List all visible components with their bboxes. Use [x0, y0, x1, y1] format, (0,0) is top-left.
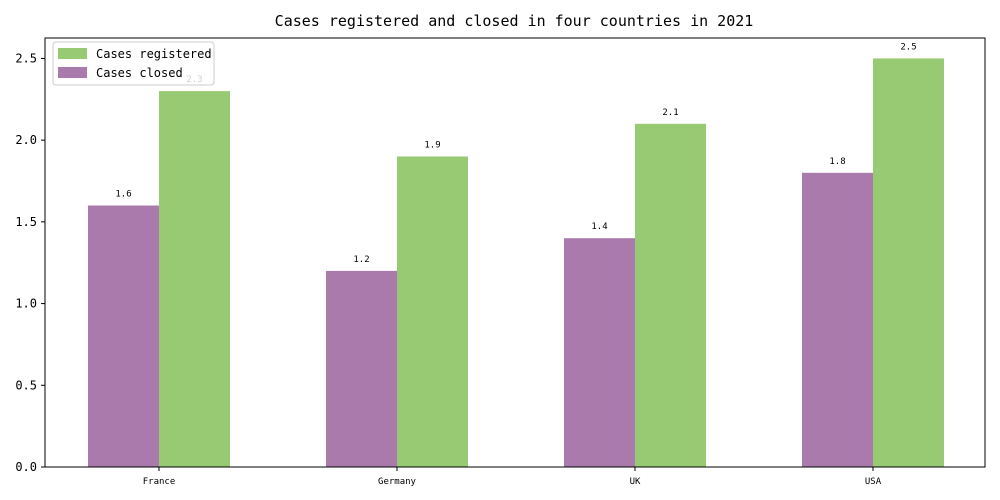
axes: France Germany UK USA 0.0 0.5 1.0 1.5 2.0 2.5 [15, 37, 986, 487]
plot-frame [44, 37, 986, 468]
bar-cases-closed-usa [802, 172, 873, 468]
data-label: 1.4 [591, 222, 607, 232]
legend-swatch [58, 48, 87, 59]
bar-cases-registered-uk [635, 123, 706, 468]
bar-cases-registered-france [159, 91, 230, 467]
y-tick-label: 0.5 [15, 378, 37, 392]
bar-cases-registered-germany [397, 156, 468, 467]
data-label: 2.1 [662, 108, 678, 118]
bar-cases-closed-germany [326, 270, 397, 467]
y-tick-label: 0.0 [15, 460, 37, 474]
legend-box [52, 41, 215, 86]
x-tick-label: UK [630, 477, 641, 487]
data-label: 1.6 [115, 190, 131, 200]
data-label: 2.5 [900, 42, 916, 52]
y-tick-label: 2.0 [15, 133, 37, 147]
data-label: 1.9 [424, 140, 440, 150]
x-tick-label: Germany [378, 477, 417, 487]
bar-cases-registered-usa [873, 58, 944, 468]
bar-cases-closed-france [88, 205, 159, 467]
data-label: 1.8 [829, 157, 845, 167]
legend-label: Cases closed [96, 66, 183, 80]
legend-swatch [58, 67, 87, 78]
y-tick-label: 1.5 [15, 215, 37, 229]
y-tick-label: 2.5 [15, 51, 37, 65]
x-tick-label: USA [865, 477, 882, 487]
bar-cases-closed-uk [564, 238, 635, 467]
legend-label: Cases registered [96, 47, 212, 61]
bars: 1.62.31.21.91.42.11.82.5 [88, 42, 944, 468]
x-tick-label: France [143, 477, 176, 487]
y-tick-label: 1.0 [15, 297, 37, 311]
legend: Cases registered Cases closed [52, 41, 215, 86]
data-label: 1.2 [353, 255, 369, 265]
chart-title: Cases registered and closed in four coun… [275, 12, 754, 30]
